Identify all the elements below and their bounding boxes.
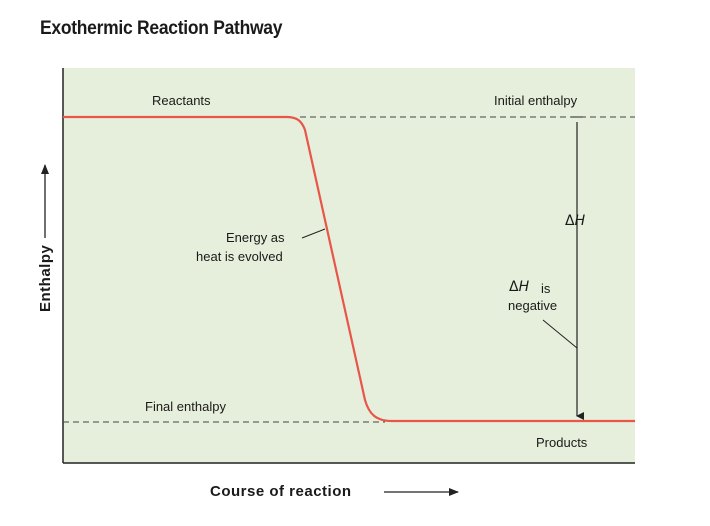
energy-label-line1: Energy as xyxy=(226,230,285,245)
reactants-label: Reactants xyxy=(152,93,211,108)
delta-h-label: ΔH xyxy=(565,213,586,229)
delta-h-negative-label: negative xyxy=(508,298,557,313)
energy-leader-line xyxy=(301,228,326,239)
initial-enthalpy-label: Initial enthalpy xyxy=(494,93,578,108)
y-axis-label: Enthalpy xyxy=(37,245,54,312)
negative-leader-line xyxy=(542,319,578,349)
delta-h-negative-symbol: ΔH xyxy=(509,279,530,295)
x-axis-label: Course of reaction xyxy=(210,483,352,500)
delta-h-is-label: is xyxy=(541,281,551,296)
diagram-title: Exothermic Reaction Pathway xyxy=(40,18,283,39)
final-enthalpy-label: Final enthalpy xyxy=(145,399,226,414)
energy-label-line2: heat is evolved xyxy=(196,249,283,264)
reaction-curve xyxy=(63,115,635,423)
products-label: Products xyxy=(536,435,588,450)
plot-area xyxy=(63,68,635,463)
